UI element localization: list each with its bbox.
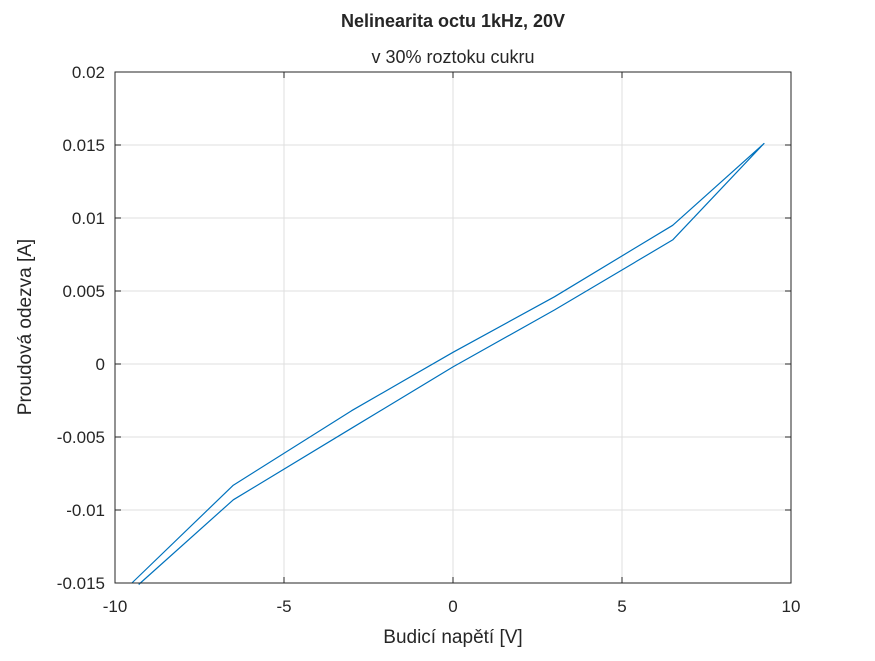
- grid-layer: [115, 72, 791, 583]
- series-layer: [131, 142, 765, 585]
- x-tick-label: 0: [448, 597, 457, 616]
- chart-subtitle: v 30% roztoku cukru: [371, 47, 534, 67]
- x-tick-label: 5: [617, 597, 626, 616]
- chart-title: Nelinearita octu 1kHz, 20V: [341, 11, 565, 31]
- x-tick-label: -10: [103, 597, 128, 616]
- y-axis-label: Proudová odezva [A]: [15, 239, 36, 415]
- y-tick-label: 0: [96, 355, 105, 374]
- label-layer: -10 -5 0 5 10 -0.015 -0.01 -0.005 0 0.005 0.01 0.01…: [57, 63, 801, 616]
- x-tick-label: 10: [782, 597, 801, 616]
- x-axis-label: Budicí napětí [V]: [383, 627, 522, 648]
- x-tick-label: -5: [276, 597, 291, 616]
- y-tick-label: 0.005: [62, 282, 105, 301]
- y-tick-label: 0.02: [72, 63, 105, 82]
- y-tick-label: 0.01: [72, 209, 105, 228]
- y-tick-label: -0.01: [66, 501, 105, 520]
- tick-layer: [114, 71, 792, 584]
- series-line: [131, 142, 765, 585]
- y-tick-label: 0.015: [62, 136, 105, 155]
- y-tick-label: -0.005: [57, 428, 105, 447]
- y-tick-label: -0.015: [57, 574, 105, 593]
